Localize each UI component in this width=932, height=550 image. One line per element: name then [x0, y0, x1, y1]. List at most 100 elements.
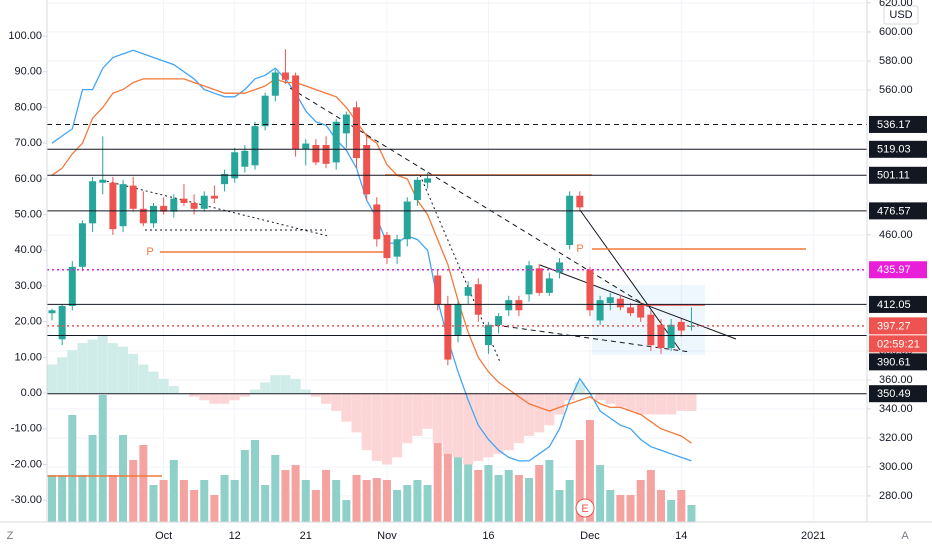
x-tick-label: Nov	[377, 530, 397, 542]
volume-bar	[342, 500, 351, 522]
trend-line	[419, 174, 501, 363]
currency-label[interactable]: USD	[889, 9, 912, 21]
toolbar-button[interactable]: Z	[7, 530, 14, 542]
candle-body	[129, 185, 137, 209]
candle-body	[322, 145, 330, 164]
histogram-bar	[483, 393, 494, 458]
candle-body	[393, 239, 401, 257]
candle-body	[180, 198, 188, 203]
y-tick-label: 90.00	[14, 66, 42, 78]
price-label: 476.57	[877, 205, 911, 217]
candle-body	[637, 304, 645, 318]
volume-bar	[281, 470, 290, 522]
candle-body	[596, 300, 604, 321]
histogram-bar	[168, 385, 179, 394]
candle-body	[281, 72, 289, 80]
histogram-bar	[209, 393, 220, 404]
histogram-bar	[310, 393, 321, 397]
histogram-bar	[513, 393, 524, 444]
y-tick-label: 30.00	[14, 280, 42, 292]
earnings-label[interactable]: E	[581, 503, 588, 515]
y-tick-label: 60.00	[14, 173, 42, 185]
volume-bar	[474, 470, 483, 522]
x-tick-label: 16	[482, 530, 494, 542]
countdown-box	[869, 335, 927, 353]
candle-body	[292, 75, 300, 150]
volume-bar	[565, 480, 574, 522]
histogram-bar	[574, 382, 585, 394]
candle-body	[210, 195, 218, 199]
candle-body	[556, 262, 563, 273]
y-tick-label: 0.00	[21, 387, 42, 399]
candle-body	[434, 275, 442, 305]
histogram-bar	[321, 393, 332, 404]
price-label-box	[869, 353, 927, 371]
histogram-bar	[361, 393, 372, 451]
histogram-bar	[422, 393, 433, 429]
price-label: 519.03	[877, 144, 911, 156]
volume-bar	[575, 440, 584, 522]
volume-bar	[119, 435, 128, 522]
volume-bar	[616, 495, 625, 522]
volume-bar	[261, 485, 270, 522]
volume-bar	[200, 480, 209, 522]
volume-bar	[423, 485, 432, 522]
volume-bar	[393, 490, 402, 522]
histogram-bar	[270, 375, 281, 394]
volume-bar	[301, 480, 310, 522]
candle-body	[616, 298, 624, 308]
volume-bar	[240, 450, 249, 522]
y-tick-label: 80.00	[14, 101, 42, 113]
candle-body	[525, 265, 533, 295]
trend-line	[101, 179, 329, 237]
histogram-bar	[47, 364, 57, 394]
candle-body	[677, 321, 685, 331]
candle-body	[99, 179, 107, 183]
histogram-bar	[77, 343, 88, 394]
candle-body	[139, 208, 147, 224]
histogram-bar	[544, 393, 555, 426]
y2-tick-label: 620.00	[879, 0, 913, 9]
volume-bar	[636, 480, 645, 522]
histogram-bar	[67, 350, 78, 394]
histogram-bar	[503, 393, 514, 451]
volume-bar	[646, 470, 655, 522]
volume-bar	[494, 475, 503, 522]
currency-box[interactable]	[883, 5, 919, 25]
price-label-box	[869, 115, 927, 133]
candle-body	[383, 234, 391, 259]
volume-bar	[129, 460, 138, 522]
y-tick-label: 50.00	[14, 208, 42, 220]
histogram-bar	[666, 393, 677, 415]
volume-bar	[504, 470, 513, 522]
price-label: 397.27	[877, 320, 911, 332]
histogram-bar	[97, 335, 108, 394]
y-tick-label: 10.00	[14, 351, 42, 363]
volume-bar	[535, 465, 544, 522]
volume-bar	[677, 490, 686, 522]
volume-bar	[454, 440, 462, 522]
volume-bar	[413, 480, 422, 522]
candle-body	[484, 324, 492, 346]
earnings-marker[interactable]	[575, 498, 595, 518]
volume-bar	[596, 465, 605, 522]
x-tick-label: 14	[675, 530, 687, 542]
candle-body	[160, 205, 168, 212]
y2-tick-label: 360.00	[879, 374, 913, 386]
price-label-box	[869, 261, 927, 279]
volume-bar	[210, 495, 219, 522]
volume-bar	[667, 500, 676, 522]
candle-body	[576, 195, 584, 208]
x-tick-label: 21	[300, 530, 312, 542]
candle-body	[474, 284, 482, 315]
volume-bar	[149, 485, 158, 522]
histogram-bar	[371, 393, 382, 461]
volume-bar	[514, 475, 523, 522]
histogram-bar	[260, 382, 271, 394]
histogram-bar	[442, 393, 453, 454]
toolbar-button[interactable]: A	[901, 530, 909, 542]
price-label-box	[869, 295, 927, 313]
histogram-bar	[381, 393, 392, 465]
volume-bar	[230, 480, 239, 522]
